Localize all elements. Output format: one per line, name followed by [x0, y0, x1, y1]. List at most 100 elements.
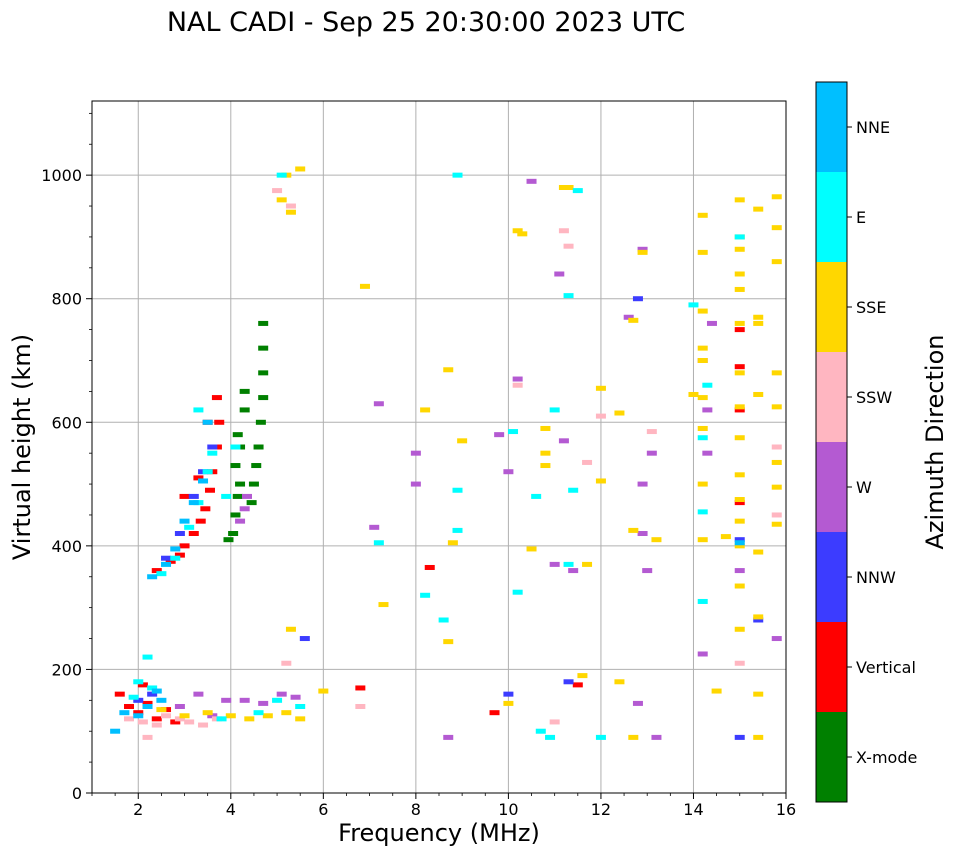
data-point	[147, 691, 158, 697]
data-point	[651, 537, 662, 543]
data-point	[207, 713, 218, 719]
data-point	[540, 425, 551, 431]
data-point	[771, 484, 782, 490]
data-point	[204, 487, 215, 493]
data-point	[531, 493, 542, 499]
data-point	[137, 682, 148, 688]
data-point	[628, 527, 639, 533]
data-point	[142, 734, 153, 740]
data-point	[563, 185, 574, 190]
data-point	[230, 463, 241, 469]
data-point	[202, 419, 213, 425]
x-tick-label: 16	[776, 800, 796, 819]
data-point	[239, 506, 250, 512]
data-point	[771, 225, 782, 231]
series-nnw	[133, 296, 764, 740]
data-point	[503, 691, 514, 697]
data-point	[198, 722, 209, 728]
data-point	[697, 537, 708, 543]
data-point	[239, 697, 250, 703]
data-point	[517, 231, 528, 237]
data-point	[216, 716, 227, 722]
data-point	[540, 450, 551, 456]
data-point	[702, 382, 713, 388]
data-point	[577, 673, 588, 679]
grid-lines	[92, 101, 786, 793]
data-point	[697, 212, 708, 218]
data-point	[193, 407, 204, 413]
data-point	[443, 639, 454, 645]
colorbar-swatch	[816, 622, 847, 712]
data-point	[646, 450, 657, 456]
data-point	[258, 700, 269, 706]
data-point	[211, 395, 222, 401]
data-point	[512, 376, 523, 382]
data-point	[540, 463, 551, 469]
data-point	[697, 345, 708, 351]
data-point	[119, 710, 130, 716]
data-point	[276, 172, 287, 178]
data-point	[276, 691, 287, 697]
data-point	[198, 478, 209, 484]
y-tick-label: 600	[51, 413, 82, 432]
data-point	[753, 549, 764, 555]
data-point	[290, 694, 301, 700]
data-point	[110, 728, 121, 734]
data-point	[235, 481, 246, 487]
data-point	[503, 700, 514, 706]
data-point	[193, 691, 204, 697]
data-point	[623, 314, 634, 320]
data-point	[614, 410, 625, 416]
data-point	[165, 558, 176, 564]
data-point	[734, 320, 745, 326]
data-point	[637, 531, 648, 536]
data-point	[285, 203, 296, 209]
series-ssw	[124, 188, 782, 740]
data-point	[179, 493, 190, 499]
data-point	[494, 432, 505, 438]
x-axis-label: Frequency (MHz)	[338, 819, 540, 847]
data-point	[241, 493, 252, 499]
y-axis: 0 200 400 600 800 1000	[41, 112, 92, 803]
colorbar-tick-label: SSE	[856, 298, 886, 317]
data-point	[184, 719, 195, 725]
data-point	[572, 188, 583, 194]
data-point	[452, 527, 463, 533]
data-point	[161, 561, 172, 567]
data-point	[195, 518, 206, 524]
data-point	[207, 444, 218, 450]
data-point	[734, 543, 745, 549]
data-point	[142, 704, 153, 709]
data-point	[239, 388, 250, 394]
data-point	[295, 166, 306, 172]
data-point	[272, 188, 283, 194]
data-point	[359, 283, 370, 289]
data-point	[753, 206, 764, 212]
data-point	[133, 713, 144, 719]
y-tick-label: 1000	[41, 166, 82, 185]
data-point	[771, 521, 782, 527]
data-point	[258, 320, 269, 326]
data-marks	[110, 166, 782, 740]
data-point	[373, 401, 384, 407]
data-point	[147, 574, 158, 580]
colorbar-swatch	[816, 532, 847, 622]
data-point	[133, 697, 144, 703]
data-point	[230, 512, 241, 518]
colorbar-swatch	[816, 262, 847, 352]
data-point	[688, 302, 699, 308]
data-point	[248, 481, 259, 487]
data-point	[628, 317, 639, 323]
data-point	[734, 568, 745, 574]
data-point	[295, 716, 306, 722]
y-axis-label: Virtual height (km)	[8, 334, 36, 560]
data-point	[651, 734, 662, 740]
data-point	[503, 469, 514, 475]
data-point	[221, 493, 232, 499]
data-point	[133, 710, 144, 716]
data-point	[753, 314, 764, 320]
data-point	[771, 636, 782, 642]
data-point	[646, 429, 657, 435]
x-tick-label: 12	[591, 800, 611, 819]
data-point	[628, 734, 639, 740]
